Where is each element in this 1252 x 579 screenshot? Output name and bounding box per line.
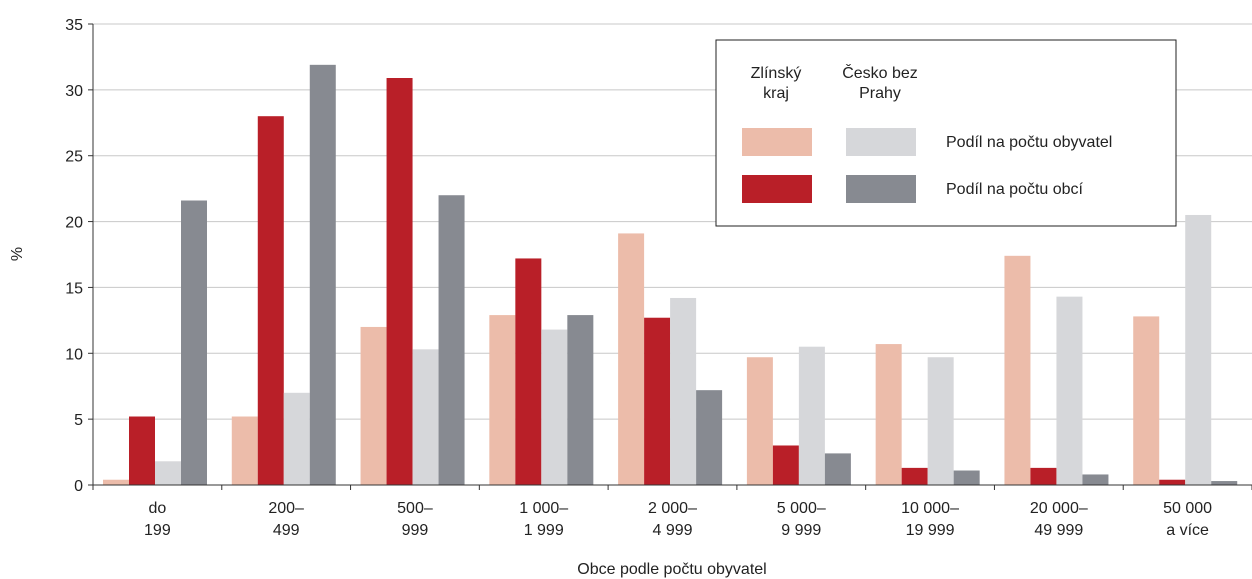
bar-cz-population [927,357,954,485]
y-tick-label: 15 [65,280,83,297]
x-tick-label: 50 000 [1163,500,1212,517]
bars [103,64,1238,486]
x-tick-label: 500– [397,500,433,517]
y-tick-label: 30 [65,83,83,100]
bar-zlin-municipalities [257,116,284,485]
bar-zlin-population [746,357,773,485]
bar-zlin-municipalities [901,467,928,485]
x-tick-label: 499 [273,522,300,539]
y-tick-label: 35 [65,17,83,34]
legend-row2-label: Podíl na počtu obcí [946,181,1084,198]
x-tick-label: 4 999 [652,522,692,539]
bar-cz-municipalities [181,200,207,486]
bar-cz-municipalities [696,390,723,485]
bar-zlin-population [618,233,645,485]
bar-zlin-population [231,416,258,485]
x-tick-labels: do 199 200– 499 500– 999 1 000– 1 999 2 000– 4 99… [92,485,1252,539]
bar-zlin-municipalities [129,416,155,485]
y-tick-label: 25 [65,149,83,166]
x-tick-label: 199 [144,522,171,539]
bar-cz-population [283,392,310,485]
y-tick-label: 20 [65,215,83,232]
bar-cz-population [541,329,568,485]
bar-zlin-municipalities [1030,467,1057,485]
x-tick-label: 200– [268,500,304,517]
legend-col1-line2: kraj [763,85,789,102]
x-axis-title: Obce podle počtu obyvatel [577,561,766,578]
legend-col1-line1: Zlínský [751,65,802,82]
x-tick-label: 1 000– [519,500,568,517]
bar-cz-population [798,346,825,485]
bar-zlin-population [489,315,516,485]
y-tick-label: 10 [65,346,83,363]
x-tick-label: 999 [402,522,429,539]
bar-cz-population [412,349,439,485]
bar-zlin-municipalities [772,445,799,485]
legend-swatch-cz-population [846,128,916,156]
x-tick-label: 1 999 [524,522,564,539]
x-tick-label: 19 999 [906,522,955,539]
y-tick-label: 5 [74,412,83,429]
x-tick-label: do [148,500,166,517]
bar-cz-municipalities [953,470,980,485]
x-tick-label: 20 000– [1030,500,1088,517]
legend: Zlínský kraj Česko bez Prahy Podíl na po… [715,39,1177,227]
bar-cz-municipalities [309,64,336,486]
legend-swatch-cz-municipalities [846,175,916,203]
bar-cz-municipalities [567,315,594,485]
bar-zlin-population [1133,316,1160,485]
bar-cz-municipalities [1082,474,1109,485]
bar-cz-municipalities [1211,481,1238,485]
bar-cz-population [1056,296,1083,485]
x-tick-label: 49 999 [1034,522,1083,539]
legend-row1-label: Podíl na počtu obyvatel [946,134,1112,151]
bar-zlin-population [360,326,387,485]
y-axis-title: % [9,247,26,261]
x-tick-label: 9 999 [781,522,821,539]
x-tick-label: 10 000– [901,500,959,517]
bar-cz-population [155,461,181,485]
y-tick-labels: 0 5 10 15 20 25 30 35 [65,17,83,495]
legend-swatch-zlin-population [742,128,812,156]
bar-cz-municipalities [438,195,465,485]
axes [92,24,1252,486]
bar-zlin-municipalities [644,317,671,485]
legend-swatch-zlin-municipalities [742,175,812,203]
bar-cz-population [670,297,697,485]
x-tick-label: 2 000– [648,500,697,517]
bar-zlin-municipalities [386,78,413,485]
bar-zlin-population [1004,255,1031,485]
bar-zlin-population [103,479,129,485]
bar-cz-municipalities [824,453,851,485]
x-tick-label: a více [1166,522,1209,539]
bar-zlin-population [875,344,902,485]
legend-col2-line2: Prahy [859,85,901,102]
bar-zlin-municipalities [1159,479,1186,485]
x-tick-label: 5 000– [777,500,826,517]
legend-col2-line1: Česko bez [842,63,918,82]
bar-cz-population [1185,214,1212,485]
y-tick-label: 0 [74,478,83,495]
bar-zlin-municipalities [515,258,542,485]
